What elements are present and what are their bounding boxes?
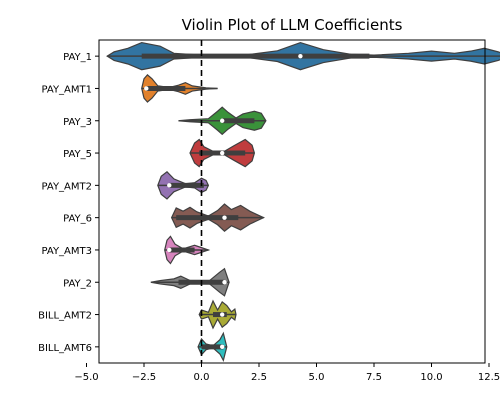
median-point-pay-1 <box>298 53 303 59</box>
axes: −5.0 −2.5 0.0 2.5 5.0 7.5 10.0 12.5 PAY_1 PAY_AMT… <box>38 39 500 383</box>
plot-frame <box>98 39 486 364</box>
y-tick-label: PAY_AMT3 <box>41 246 92 257</box>
y-tick-label: PAY_AMT1 <box>41 84 92 95</box>
y-tick-label: BILL_AMT2 <box>38 311 92 322</box>
x-tick-label: −5.0 <box>74 372 98 383</box>
median-point-bill-amt2 <box>220 312 225 317</box>
y-tick-label: PAY_AMT2 <box>41 181 92 192</box>
x-tick-label: −2.5 <box>132 372 156 383</box>
x-tick-label: 5.0 <box>309 372 325 383</box>
x-tick-label: 10.0 <box>420 372 442 383</box>
median-point-pay-3 <box>220 118 225 123</box>
y-tick-label: PAY_3 <box>63 117 92 128</box>
y-tick-label: PAY_1 <box>63 52 92 63</box>
median-point-pay-amt3 <box>167 247 172 253</box>
y-tick-label: PAY_2 <box>63 278 92 289</box>
median-point-pay-amt1 <box>144 86 149 91</box>
y-tick-label: BILL_AMT6 <box>38 343 92 354</box>
y-tick-label: PAY_5 <box>63 149 92 160</box>
median-point-pay-6 <box>222 215 227 220</box>
median-point-pay-2 <box>222 280 227 285</box>
median-point-pay-5 <box>220 150 225 156</box>
chart-title: Violin Plot of LLM Coefficients <box>182 16 403 34</box>
plot-area <box>106 40 500 363</box>
x-tick-label: 12.5 <box>478 372 500 383</box>
x-tick-label: 2.5 <box>251 372 267 383</box>
y-tick-label: PAY_6 <box>63 214 92 225</box>
median-point-pay-amt2 <box>167 183 172 188</box>
x-tick-label: 7.5 <box>366 372 382 383</box>
median-point-bill-amt6 <box>220 344 225 350</box>
x-tick-label: 0.0 <box>194 372 210 383</box>
